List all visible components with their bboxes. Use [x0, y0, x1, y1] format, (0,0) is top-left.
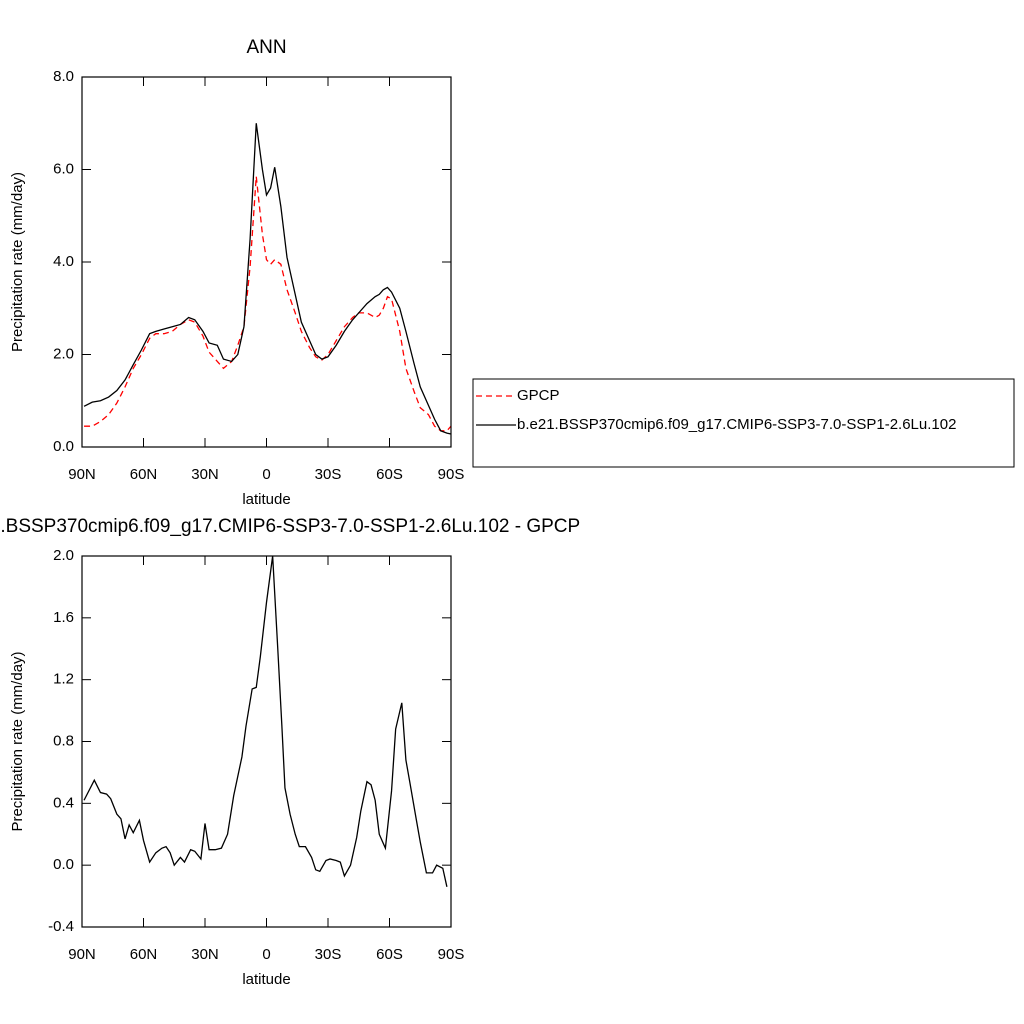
x-tick-label: 60S — [376, 946, 403, 963]
x-tick-label: 30N — [191, 946, 219, 963]
y-axis-label: Precipitation rate (mm/day) — [9, 651, 26, 831]
y-tick-label: 0.4 — [53, 794, 74, 811]
y-tick-label: 0.8 — [53, 732, 74, 749]
data-line — [83, 123, 452, 435]
y-tick-label: 1.6 — [53, 609, 74, 626]
x-tick-label: 30N — [191, 466, 219, 483]
y-tick-label: 1.2 — [53, 671, 74, 688]
y-tick-label: 4.0 — [53, 253, 74, 270]
x-tick-label: 90S — [438, 466, 465, 483]
x-tick-label: 0 — [262, 946, 270, 963]
x-axis-label: latitude — [242, 971, 290, 988]
legend-box — [472, 378, 1015, 468]
y-tick-label: 8.0 — [53, 68, 74, 85]
y-tick-label: 2.0 — [53, 345, 74, 362]
legend-label: GPCP — [517, 387, 560, 404]
y-tick-label: 6.0 — [53, 160, 74, 177]
data-line — [83, 555, 448, 887]
x-tick-label: 30S — [315, 466, 342, 483]
data-line — [84, 176, 452, 432]
x-tick-label: 60N — [130, 946, 158, 963]
y-tick-label: 0.0 — [53, 856, 74, 873]
x-tick-label: 90N — [68, 466, 96, 483]
y-tick-label: 2.0 — [53, 547, 74, 564]
x-tick-label: 0 — [262, 466, 270, 483]
legend-label: b.e21.BSSP370cmip6.f09_g17.CMIP6-SSP3-7.… — [517, 416, 956, 433]
chart-title: ANN — [246, 37, 286, 58]
x-tick-label: 60N — [130, 466, 158, 483]
y-tick-label: 0.0 — [53, 438, 74, 455]
x-tick-label: 60S — [376, 466, 403, 483]
x-tick-label: 90N — [68, 946, 96, 963]
x-tick-label: 30S — [315, 946, 342, 963]
y-axis-label: Precipitation rate (mm/day) — [9, 172, 26, 352]
y-tick-label: -0.4 — [48, 918, 74, 935]
chart-title: b.e21.BSSP370cmip6.f09_g17.CMIP6-SSP3-7.… — [0, 516, 580, 537]
x-axis-label: latitude — [242, 491, 290, 508]
x-tick-label: 90S — [438, 946, 465, 963]
plot-frame — [81, 76, 452, 448]
plot-frame — [81, 555, 452, 928]
